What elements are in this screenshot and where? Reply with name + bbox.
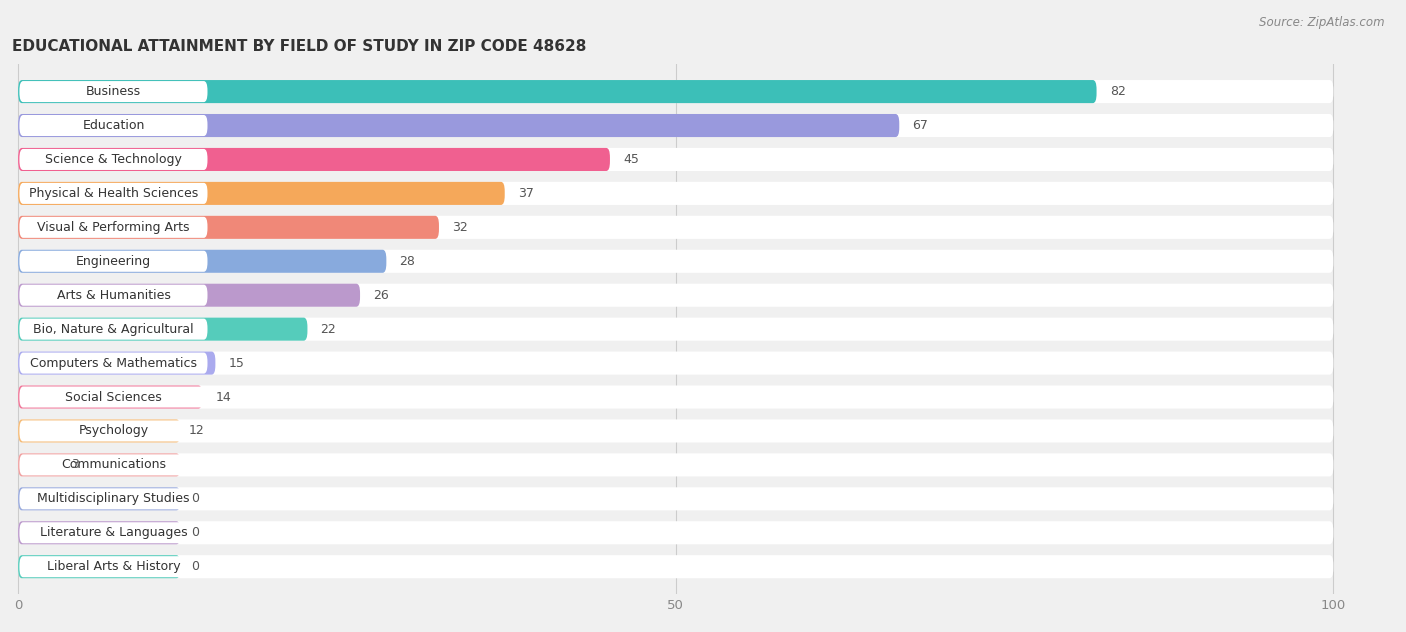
FancyBboxPatch shape [18, 250, 1333, 273]
FancyBboxPatch shape [18, 351, 215, 375]
Text: Arts & Humanities: Arts & Humanities [56, 289, 170, 301]
FancyBboxPatch shape [20, 115, 208, 136]
Text: Visual & Performing Arts: Visual & Performing Arts [37, 221, 190, 234]
Text: Psychology: Psychology [79, 425, 149, 437]
FancyBboxPatch shape [18, 216, 439, 239]
Text: 15: 15 [229, 356, 245, 370]
FancyBboxPatch shape [18, 453, 1333, 477]
FancyBboxPatch shape [18, 386, 1333, 408]
Text: 0: 0 [191, 492, 198, 506]
Text: 0: 0 [191, 526, 198, 539]
Text: Multidisciplinary Studies: Multidisciplinary Studies [37, 492, 190, 506]
Text: 28: 28 [399, 255, 415, 268]
FancyBboxPatch shape [18, 318, 1333, 341]
Text: Science & Technology: Science & Technology [45, 153, 181, 166]
FancyBboxPatch shape [18, 182, 1333, 205]
FancyBboxPatch shape [18, 487, 180, 511]
FancyBboxPatch shape [20, 353, 208, 374]
FancyBboxPatch shape [18, 318, 308, 341]
FancyBboxPatch shape [18, 216, 1333, 239]
FancyBboxPatch shape [18, 148, 610, 171]
FancyBboxPatch shape [18, 284, 360, 307]
Text: 45: 45 [623, 153, 638, 166]
Text: 12: 12 [188, 425, 205, 437]
FancyBboxPatch shape [20, 387, 208, 408]
Text: 0: 0 [191, 560, 198, 573]
FancyBboxPatch shape [18, 487, 1333, 511]
Text: Computers & Mathematics: Computers & Mathematics [30, 356, 197, 370]
Text: 67: 67 [912, 119, 928, 132]
FancyBboxPatch shape [18, 80, 1333, 103]
FancyBboxPatch shape [18, 114, 1333, 137]
FancyBboxPatch shape [20, 183, 208, 204]
FancyBboxPatch shape [20, 217, 208, 238]
FancyBboxPatch shape [18, 521, 180, 544]
Text: 22: 22 [321, 323, 336, 336]
FancyBboxPatch shape [20, 489, 208, 509]
FancyBboxPatch shape [18, 386, 202, 408]
Text: Business: Business [86, 85, 141, 98]
Text: 82: 82 [1109, 85, 1126, 98]
FancyBboxPatch shape [20, 420, 208, 442]
Text: 26: 26 [373, 289, 389, 301]
FancyBboxPatch shape [18, 250, 387, 273]
FancyBboxPatch shape [18, 555, 180, 578]
FancyBboxPatch shape [20, 522, 208, 544]
Text: Literature & Languages: Literature & Languages [39, 526, 187, 539]
Text: Engineering: Engineering [76, 255, 150, 268]
FancyBboxPatch shape [18, 284, 1333, 307]
Text: Education: Education [83, 119, 145, 132]
FancyBboxPatch shape [18, 182, 505, 205]
FancyBboxPatch shape [18, 148, 1333, 171]
FancyBboxPatch shape [20, 251, 208, 272]
Text: 14: 14 [215, 391, 231, 403]
Text: EDUCATIONAL ATTAINMENT BY FIELD OF STUDY IN ZIP CODE 48628: EDUCATIONAL ATTAINMENT BY FIELD OF STUDY… [11, 39, 586, 54]
FancyBboxPatch shape [18, 555, 1333, 578]
FancyBboxPatch shape [18, 80, 1097, 103]
FancyBboxPatch shape [20, 149, 208, 170]
FancyBboxPatch shape [20, 81, 208, 102]
Text: Liberal Arts & History: Liberal Arts & History [46, 560, 180, 573]
Text: Bio, Nature & Agricultural: Bio, Nature & Agricultural [34, 323, 194, 336]
Text: Source: ZipAtlas.com: Source: ZipAtlas.com [1260, 16, 1385, 29]
FancyBboxPatch shape [20, 284, 208, 306]
Text: Physical & Health Sciences: Physical & Health Sciences [30, 187, 198, 200]
Text: 32: 32 [453, 221, 468, 234]
FancyBboxPatch shape [18, 420, 180, 442]
FancyBboxPatch shape [18, 420, 1333, 442]
Text: 3: 3 [70, 458, 79, 471]
FancyBboxPatch shape [20, 319, 208, 339]
FancyBboxPatch shape [18, 521, 1333, 544]
FancyBboxPatch shape [18, 114, 900, 137]
FancyBboxPatch shape [20, 454, 208, 475]
Text: Social Sciences: Social Sciences [65, 391, 162, 403]
Text: 37: 37 [517, 187, 534, 200]
Text: Communications: Communications [60, 458, 166, 471]
FancyBboxPatch shape [18, 453, 180, 477]
FancyBboxPatch shape [20, 556, 208, 577]
FancyBboxPatch shape [18, 351, 1333, 375]
